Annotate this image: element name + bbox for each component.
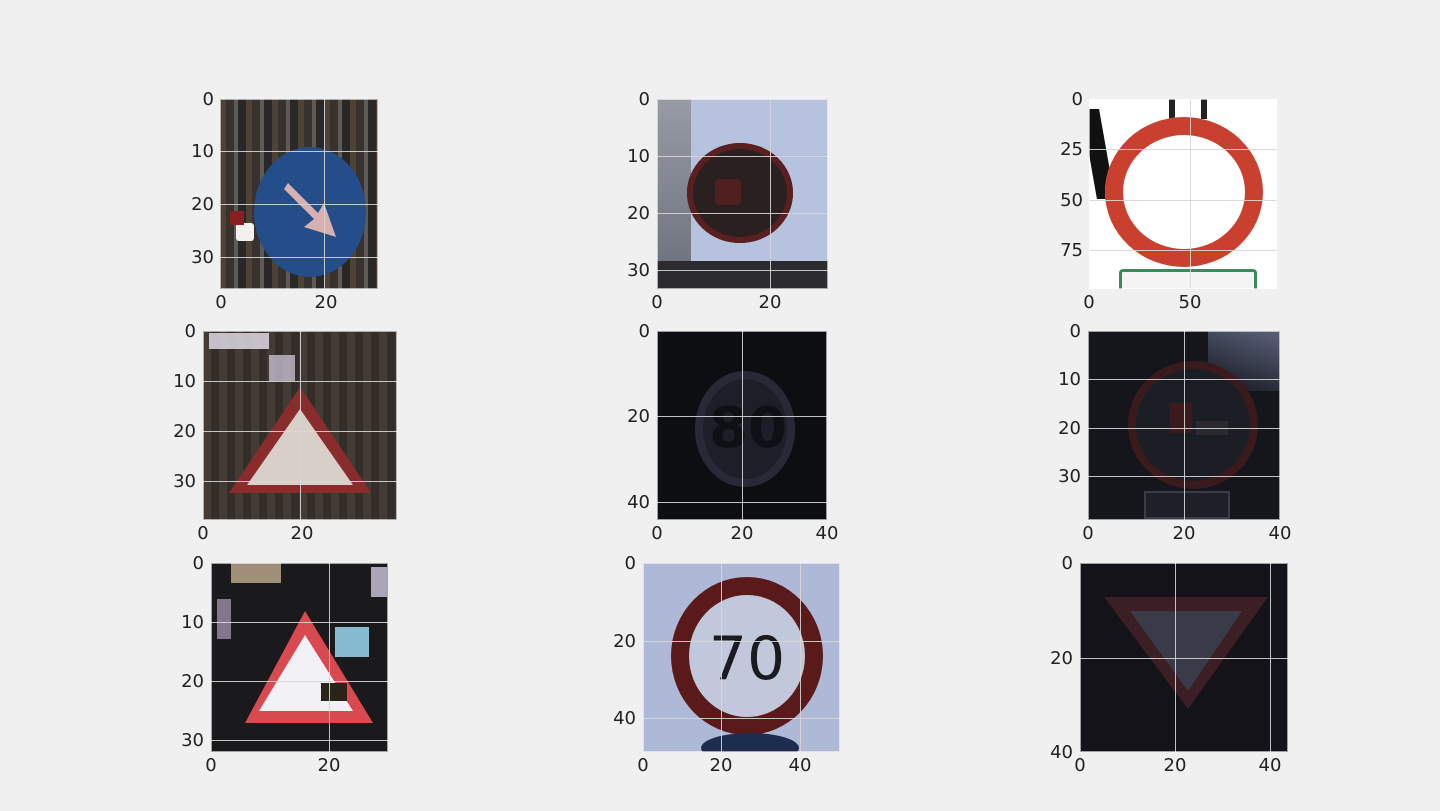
y-tick: 20: [627, 203, 650, 224]
y-tick: 40: [1050, 742, 1073, 763]
x-tick: 0: [1074, 755, 1086, 776]
sign-image-round-dark: [657, 99, 828, 289]
x-tick: 0: [197, 523, 209, 544]
y-tick: 40: [613, 708, 636, 729]
x-tick: 0: [651, 292, 663, 313]
y-tick: 20: [627, 406, 650, 427]
y-tick: 0: [1071, 89, 1083, 110]
y-tick: 20: [1050, 648, 1073, 669]
arrow-icon: [278, 171, 358, 251]
y-tick: 10: [191, 141, 214, 162]
y-tick: 20: [1058, 418, 1081, 439]
round-sign: [1128, 361, 1258, 489]
x-tick: 20: [1163, 755, 1187, 776]
x-tick: 20: [1172, 523, 1196, 544]
y-tick: 25: [1060, 139, 1083, 160]
y-tick: 10: [1058, 369, 1081, 390]
x-tick: 0: [637, 755, 649, 776]
y-tick: 20: [173, 421, 196, 442]
y-tick: 30: [627, 260, 650, 281]
x-tick: 0: [1083, 292, 1095, 313]
y-tick: 0: [1061, 553, 1073, 574]
x-tick: 20: [758, 292, 782, 313]
y-tick: 30: [173, 471, 196, 492]
round-sign: [695, 371, 795, 487]
y-tick: 20: [191, 194, 214, 215]
y-tick: 0: [624, 553, 636, 574]
y-tick: 50: [1060, 190, 1083, 211]
x-tick: 0: [651, 523, 663, 544]
x-tick: 50: [1178, 292, 1202, 313]
y-tick: 30: [181, 730, 204, 751]
x-tick: 20: [730, 523, 754, 544]
sign-image-no-trucks: [1088, 331, 1280, 520]
x-tick: 40: [788, 755, 812, 776]
y-tick: 20: [613, 631, 636, 652]
sign-image-warning-triangle: [203, 331, 397, 520]
red-ring-sign: [1105, 117, 1263, 267]
y-tick: 0: [638, 89, 650, 110]
x-tick: 20: [290, 523, 314, 544]
sign-image-speed-80: 80: [657, 331, 827, 520]
y-tick: 20: [181, 671, 204, 692]
x-tick: 40: [1268, 523, 1292, 544]
y-tick: 40: [627, 492, 650, 513]
y-tick: 30: [1058, 466, 1081, 487]
yield-triangle-icon: [1100, 591, 1272, 713]
y-tick: 0: [202, 89, 214, 110]
sign-image-no-vehicles: [1089, 99, 1277, 289]
y-tick: 10: [181, 612, 204, 633]
sign-image-keep-right: [220, 99, 378, 289]
y-tick: 0: [192, 553, 204, 574]
x-tick: 20: [709, 755, 733, 776]
x-tick: 0: [205, 755, 217, 776]
x-tick: 20: [317, 755, 341, 776]
x-tick: 20: [314, 292, 338, 313]
x-tick: 0: [215, 292, 227, 313]
sign-image-bright-triangle: [211, 563, 388, 752]
sign-image-yield: [1080, 563, 1288, 752]
y-tick: 0: [638, 321, 650, 342]
sign-image-speed-70: 70: [643, 563, 840, 752]
x-tick: 0: [1082, 523, 1094, 544]
y-tick: 10: [173, 371, 196, 392]
x-tick: 40: [1258, 755, 1282, 776]
y-tick: 0: [184, 321, 196, 342]
round-sign: [671, 577, 823, 735]
y-tick: 30: [191, 247, 214, 268]
y-tick: 0: [1069, 321, 1081, 342]
y-tick: 10: [627, 146, 650, 167]
x-tick: 40: [815, 523, 839, 544]
y-tick: 75: [1060, 240, 1083, 261]
